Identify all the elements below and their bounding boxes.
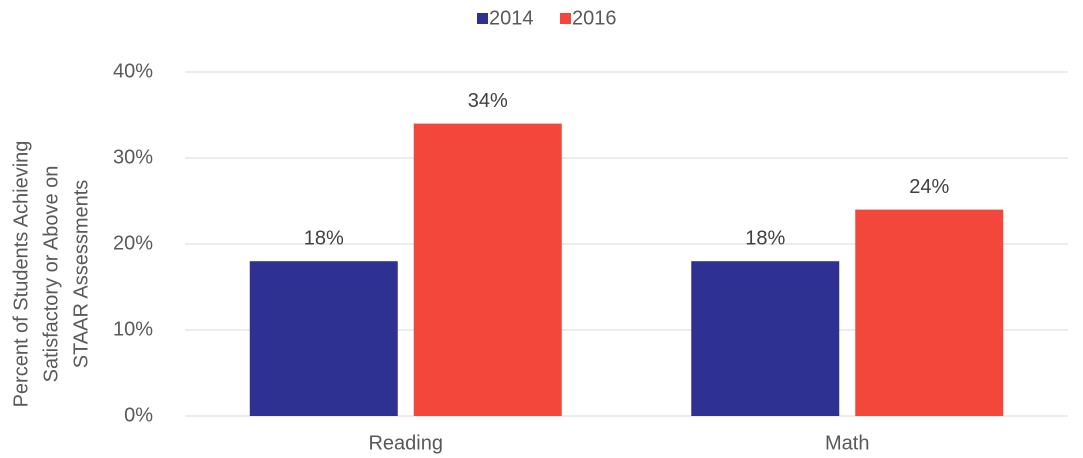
y-axis-label: Percent of Students Achieving bbox=[10, 141, 32, 408]
bar bbox=[413, 123, 562, 416]
y-tick-label: 10% bbox=[113, 318, 153, 340]
value-label: 34% bbox=[468, 90, 508, 112]
bar bbox=[691, 261, 840, 416]
y-axis-label: Satisfactory or Above on bbox=[40, 166, 62, 383]
bar bbox=[855, 209, 1004, 416]
value-label: 18% bbox=[304, 227, 344, 249]
legend-label: 2016 bbox=[572, 7, 617, 29]
y-tick-label: 0% bbox=[124, 404, 153, 426]
x-tick-label: Math bbox=[825, 432, 869, 454]
y-axis-label: STAAR Assessments bbox=[70, 180, 92, 369]
y-tick-label: 40% bbox=[113, 60, 153, 82]
legend-swatch bbox=[560, 13, 571, 24]
x-tick-label: Reading bbox=[368, 432, 443, 454]
value-label: 24% bbox=[909, 176, 949, 198]
y-tick-label: 30% bbox=[113, 146, 153, 168]
y-tick-label: 20% bbox=[113, 232, 153, 254]
legend-label: 2014 bbox=[489, 7, 534, 29]
bar bbox=[249, 261, 398, 416]
legend-swatch bbox=[477, 13, 488, 24]
value-label: 18% bbox=[745, 227, 785, 249]
